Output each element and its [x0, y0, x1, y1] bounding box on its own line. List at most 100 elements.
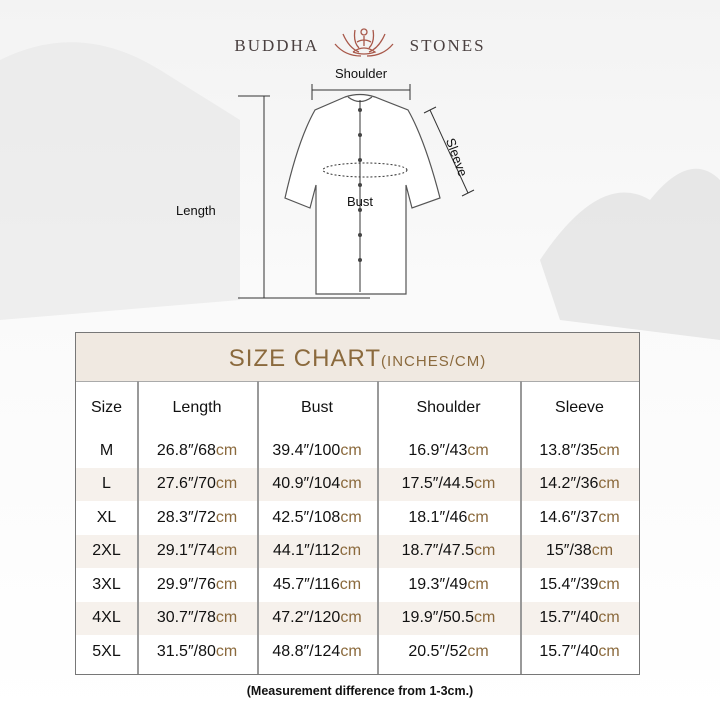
- table-row: 4XL 30.7″/78 cm 47.2″/120 cm 19.9″/50.5 cm 15.7…: [76, 601, 639, 636]
- value: 14.2″/36: [539, 475, 599, 493]
- header-sleeve: Sleeve: [555, 399, 604, 416]
- measure-cell: 44.1″/112 cm: [257, 535, 377, 569]
- table-row: XL 28.3″/72 cm 42.5″/108 cm 18.1″/46 cm 14.6″/3…: [76, 501, 639, 535]
- measure-cell: 15.7″/40 cm: [520, 635, 639, 669]
- header-length: Length: [172, 399, 222, 416]
- unit: cm: [598, 508, 620, 526]
- brand-logo: BUDDHA STONES: [0, 26, 720, 65]
- value: 42.5″/108: [272, 508, 341, 526]
- unit: cm: [339, 575, 362, 593]
- title-unit: (INCHES/CM): [381, 353, 487, 370]
- unit: cm: [598, 475, 620, 493]
- unit: cm: [340, 508, 362, 526]
- value: 29.1″/74: [156, 542, 216, 560]
- unit: cm: [340, 609, 362, 627]
- title-text: SIZE CHART: [228, 345, 382, 372]
- unit: cm: [598, 609, 620, 627]
- value: 15.4″/39: [539, 575, 599, 593]
- size-cell: 2XL: [92, 542, 121, 560]
- size-cell: 5XL: [92, 642, 121, 660]
- value: 20.5″/52: [408, 642, 468, 660]
- measure-cell: 16.9″/43 cm: [377, 434, 520, 468]
- value: 14.6″/37: [539, 508, 599, 526]
- measure-cell: 19.9″/50.5 cm: [377, 602, 520, 636]
- value: 27.6″/70: [156, 475, 216, 493]
- measure-cell: 29.9″/76 cm: [137, 568, 257, 602]
- unit: cm: [467, 441, 489, 459]
- unit: cm: [215, 475, 238, 493]
- measure-cell: 27.6″/70 cm: [137, 468, 257, 502]
- header-bust: Bust: [300, 399, 333, 416]
- unit: cm: [474, 542, 496, 560]
- value: 17.5″/44.5: [401, 475, 475, 493]
- size-cell: L: [102, 475, 111, 493]
- measure-cell: 28.3″/72 cm: [137, 501, 257, 535]
- unit: cm: [598, 575, 620, 593]
- measurement-note: (Measurement difference from 1-3cm.): [246, 684, 474, 698]
- header-size: Size: [90, 399, 123, 416]
- value: 18.7″/47.5: [401, 542, 475, 560]
- value: 30.7″/78: [156, 609, 216, 627]
- measure-cell: 31.5″/80 cm: [137, 635, 257, 669]
- measure-cell: 45.7″/116 cm: [257, 568, 377, 602]
- value: 18.1″/46: [408, 508, 468, 526]
- unit: cm: [215, 542, 238, 560]
- brand-left-text: BUDDHA: [234, 35, 320, 55]
- unit: cm: [215, 508, 238, 526]
- unit: cm: [467, 508, 489, 526]
- value: 48.8″/124: [272, 642, 341, 660]
- measure-cell: 29.1″/74 cm: [137, 535, 257, 569]
- measure-cell: 48.8″/124 cm: [257, 635, 377, 669]
- table-row: M 26.8″/68 cm 39.4″/100 cm 16.9″/43 cm 13.8″/35…: [76, 434, 639, 468]
- unit: cm: [339, 542, 362, 560]
- value: 16.9″/43: [408, 441, 468, 459]
- value: 26.8″/68: [156, 441, 216, 459]
- unit: cm: [215, 642, 238, 660]
- lotus-meditation-icon: [331, 26, 397, 65]
- unit: cm: [467, 642, 489, 660]
- shirt-diagram: [238, 84, 475, 299]
- value: 15″/38: [545, 542, 592, 560]
- size-chart-title: SIZE CHART(INCHES/CM): [76, 333, 639, 382]
- shoulder-label: Shoulder: [335, 66, 388, 81]
- value: 31.5″/80: [156, 642, 216, 660]
- value: 47.2″/120: [272, 609, 341, 627]
- value: 15.7″/40: [539, 609, 599, 627]
- table-row: 3XL 29.9″/76 cm 45.7″/116 cm 19.3″/49 cm 15.4″/…: [76, 568, 639, 602]
- value: 19.9″/50.5: [401, 609, 475, 627]
- table-header-row: Size Length Bust Shoulder Sleeve: [76, 382, 639, 434]
- measure-cell: 15″/38 cm: [520, 535, 639, 569]
- value: 45.7″/116: [272, 575, 340, 593]
- unit: cm: [340, 475, 362, 493]
- table-row: 5XL 31.5″/80 cm 48.8″/124 cm 20.5″/52 cm 15.7″/…: [76, 635, 639, 669]
- measure-cell: 17.5″/44.5 cm: [377, 468, 520, 502]
- unit: cm: [340, 441, 362, 459]
- measure-cell: 15.7″/40 cm: [520, 602, 639, 636]
- measure-cell: 15.4″/39 cm: [520, 568, 639, 602]
- unit: cm: [591, 542, 614, 560]
- measure-cell: 40.9″/104 cm: [257, 468, 377, 502]
- value: 15.7″/40: [539, 642, 599, 660]
- value: 13.8″/35: [539, 441, 599, 459]
- size-cell: XL: [96, 508, 117, 526]
- value: 39.4″/100: [272, 441, 341, 459]
- measure-cell: 30.7″/78 cm: [137, 602, 257, 636]
- unit: cm: [467, 575, 489, 593]
- measure-cell: 13.8″/35 cm: [520, 434, 639, 468]
- brand-right-text: STONES: [409, 35, 486, 55]
- measure-cell: 20.5″/52 cm: [377, 635, 520, 669]
- measure-cell: 39.4″/100 cm: [257, 434, 377, 468]
- value: 28.3″/72: [156, 508, 216, 526]
- table-row: 2XL 29.1″/74 cm 44.1″/112 cm 18.7″/47.5 cm 15″/…: [76, 534, 639, 569]
- unit: cm: [474, 609, 496, 627]
- size-cell: 4XL: [92, 609, 121, 627]
- size-cell: M: [99, 441, 114, 459]
- measure-cell: 18.1″/46 cm: [377, 501, 520, 535]
- size-cell: 3XL: [92, 575, 121, 593]
- value: 40.9″/104: [272, 475, 341, 493]
- value: 29.9″/76: [156, 575, 216, 593]
- measure-cell: 14.2″/36 cm: [520, 468, 639, 502]
- measure-cell: 26.8″/68 cm: [137, 434, 257, 468]
- bust-label: Bust: [347, 194, 374, 209]
- unit: cm: [474, 475, 496, 493]
